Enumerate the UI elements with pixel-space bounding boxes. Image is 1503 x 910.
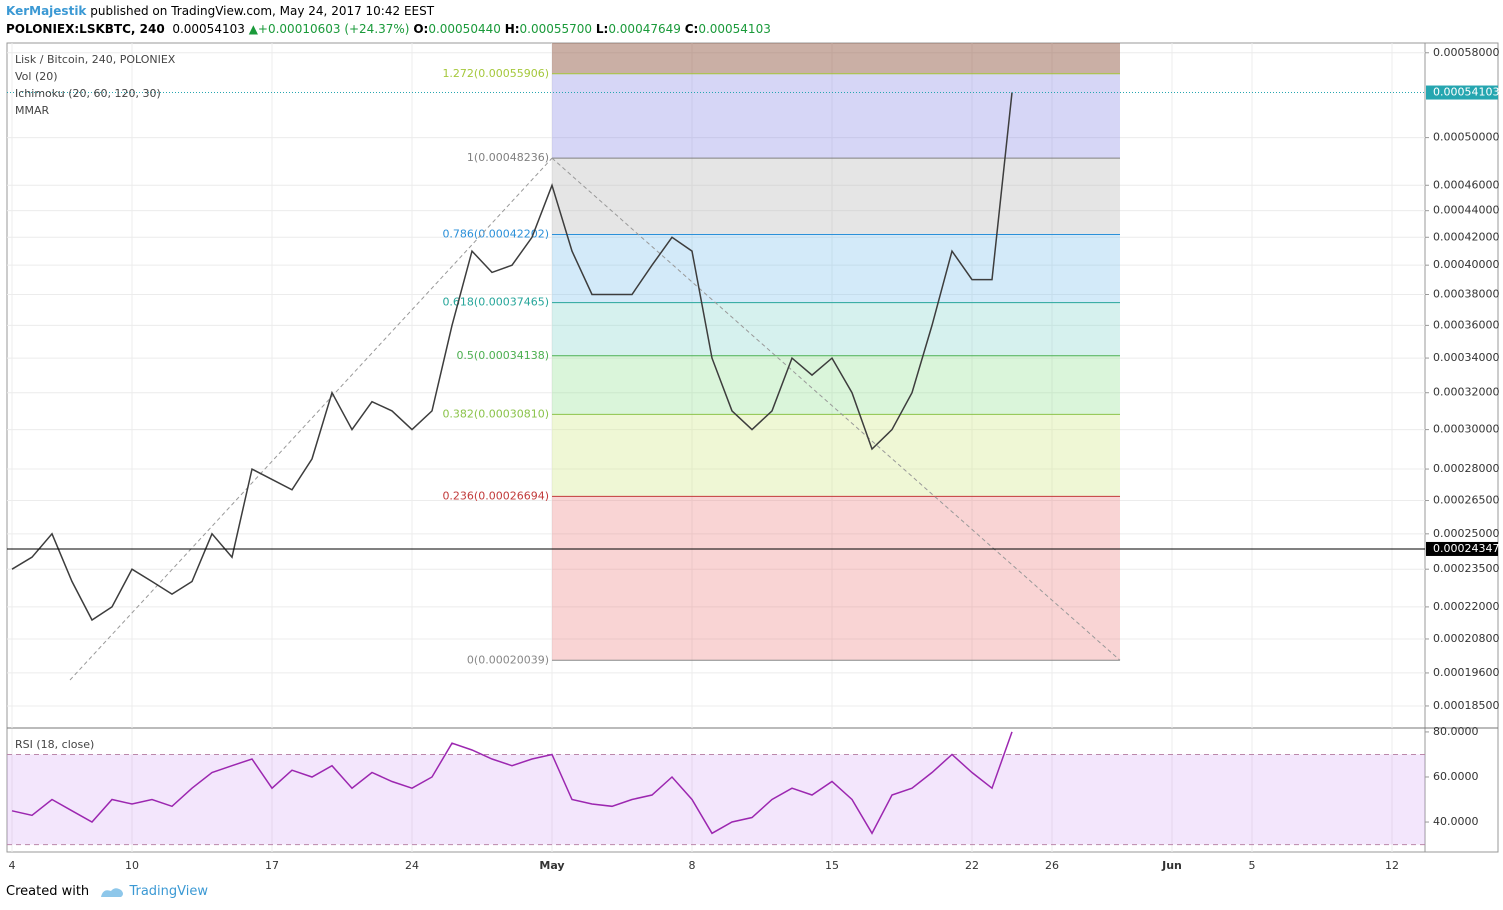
logo xyxy=(101,887,124,897)
fib-band xyxy=(552,414,1120,497)
price-tag-label: 0.00054103 xyxy=(1433,86,1499,99)
fib-band xyxy=(552,234,1120,303)
fib-band xyxy=(552,302,1120,356)
y-tick-label: 0.00020800 xyxy=(1433,632,1499,645)
rsi-band xyxy=(7,754,1425,845)
trend-line xyxy=(69,157,553,681)
symbol: POLONIEX:LSKBTC, 240 xyxy=(6,22,165,36)
x-tick-label: 24 xyxy=(405,859,419,872)
y-tick-label: 0.00058000 xyxy=(1433,46,1499,59)
rsi-title: RSI (18, close) xyxy=(15,738,94,751)
x-tick-label: 15 xyxy=(825,859,839,872)
y-tick-label: 0.00022000 xyxy=(1433,600,1499,613)
y-tick-label: 0.00036000 xyxy=(1433,318,1499,331)
legend-item: Ichimoku (20, 60, 120, 30) xyxy=(15,87,161,100)
x-tick-label: 26 xyxy=(1045,859,1059,872)
x-tick-label: 22 xyxy=(965,859,979,872)
high: 0.00055700 xyxy=(519,22,593,36)
fib-band xyxy=(552,43,1120,74)
legend-item: MMAR xyxy=(15,104,50,117)
y-tick-label: 0.00044000 xyxy=(1433,204,1499,217)
fib-label: 0.5(0.00034138) xyxy=(456,349,549,362)
fib-band xyxy=(552,496,1120,661)
x-tick-label: 5 xyxy=(1249,859,1256,872)
header-line: KerMajestik published on TradingView.com… xyxy=(6,4,434,18)
y-tick-label: 0.00050000 xyxy=(1433,131,1499,144)
low: 0.00047649 xyxy=(608,22,681,36)
fib-label: 1.272(0.00055906) xyxy=(442,67,549,80)
legend-item: Lisk / Bitcoin, 240, POLONIEX xyxy=(15,53,176,66)
footer: Created with TradingView xyxy=(6,884,208,899)
x-tick-label: 8 xyxy=(689,859,696,872)
l-label: L: xyxy=(595,22,609,36)
last: 0.00054103 xyxy=(172,22,245,36)
h-label: H: xyxy=(504,22,520,36)
y-tick-label: 0.00018500 xyxy=(1433,699,1499,712)
open: 0.00050440 xyxy=(428,22,501,36)
y-tick-label: 40.0000 xyxy=(1433,815,1479,828)
x-tick-label: 12 xyxy=(1385,859,1399,872)
series-line xyxy=(11,731,1013,835)
fib-label: 0.786(0.00042202) xyxy=(442,228,549,241)
x-tick-label: 10 xyxy=(125,859,139,872)
y-tick-label: 0.00032000 xyxy=(1433,386,1499,399)
y-tick-label: 0.00030000 xyxy=(1433,423,1499,436)
price-tag xyxy=(1426,541,1498,556)
quote-line: POLONIEX:LSKBTC, 240 0.00054103 ▲+0.0001… xyxy=(6,22,771,36)
y-tick-label: 0.00026500 xyxy=(1433,494,1499,507)
chart: 4 10 17 24 May 8 15 22 26 Jun 5 12 0.00058000 0.00050… xyxy=(6,42,1499,872)
fib-label: 0.618(0.00037465) xyxy=(442,296,549,309)
o-label: O: xyxy=(413,22,429,36)
x-tick-label: Jun xyxy=(1161,859,1182,872)
y-tick-label: 0.00040000 xyxy=(1433,258,1499,271)
y-tick-label: 0.00038000 xyxy=(1433,287,1499,300)
series-line xyxy=(11,92,1013,622)
y-tick-label: 0.00028000 xyxy=(1433,462,1499,475)
fib-label: 1(0.00048236) xyxy=(467,151,549,164)
x-tick-label: May xyxy=(539,859,564,872)
y-tick-label: 0.00034000 xyxy=(1433,351,1499,364)
fib-band xyxy=(552,158,1120,235)
price-tag xyxy=(1426,85,1498,100)
y-tick-label: 0.00025000 xyxy=(1433,527,1499,540)
y-tick-label: 80.0000 xyxy=(1433,725,1479,738)
y-tick-label: 0.00023500 xyxy=(1433,562,1499,575)
created: Created with xyxy=(6,884,90,899)
fib-label: 0(0.00020039) xyxy=(467,653,549,666)
y-tick-label: 0.00019600 xyxy=(1433,666,1499,679)
legend-item: Vol (20) xyxy=(15,70,58,83)
y-tick-label: 0.00042000 xyxy=(1433,230,1499,243)
published: published on TradingView.com, May 24, 20… xyxy=(90,4,435,18)
fib-band xyxy=(552,73,1120,159)
c-label: C: xyxy=(684,22,699,36)
fib-label: 0.382(0.00030810) xyxy=(442,407,549,420)
y-tick-label: 0.00046000 xyxy=(1433,178,1499,191)
x-tick-label: 17 xyxy=(265,859,279,872)
close: 0.00054103 xyxy=(698,22,771,36)
y-tick-label: 60.0000 xyxy=(1433,770,1479,783)
trend-line xyxy=(551,157,1121,661)
fib-label: 0.236(0.00026694) xyxy=(442,489,549,502)
price-tag-label: 0.00024347 xyxy=(1433,542,1499,555)
brand[interactable]: TradingView xyxy=(129,884,208,899)
x-tick-label: 4 xyxy=(9,859,16,872)
change: ▲+0.00010603 (+24.37%) xyxy=(248,22,410,36)
author[interactable]: KerMajestik xyxy=(6,4,87,18)
